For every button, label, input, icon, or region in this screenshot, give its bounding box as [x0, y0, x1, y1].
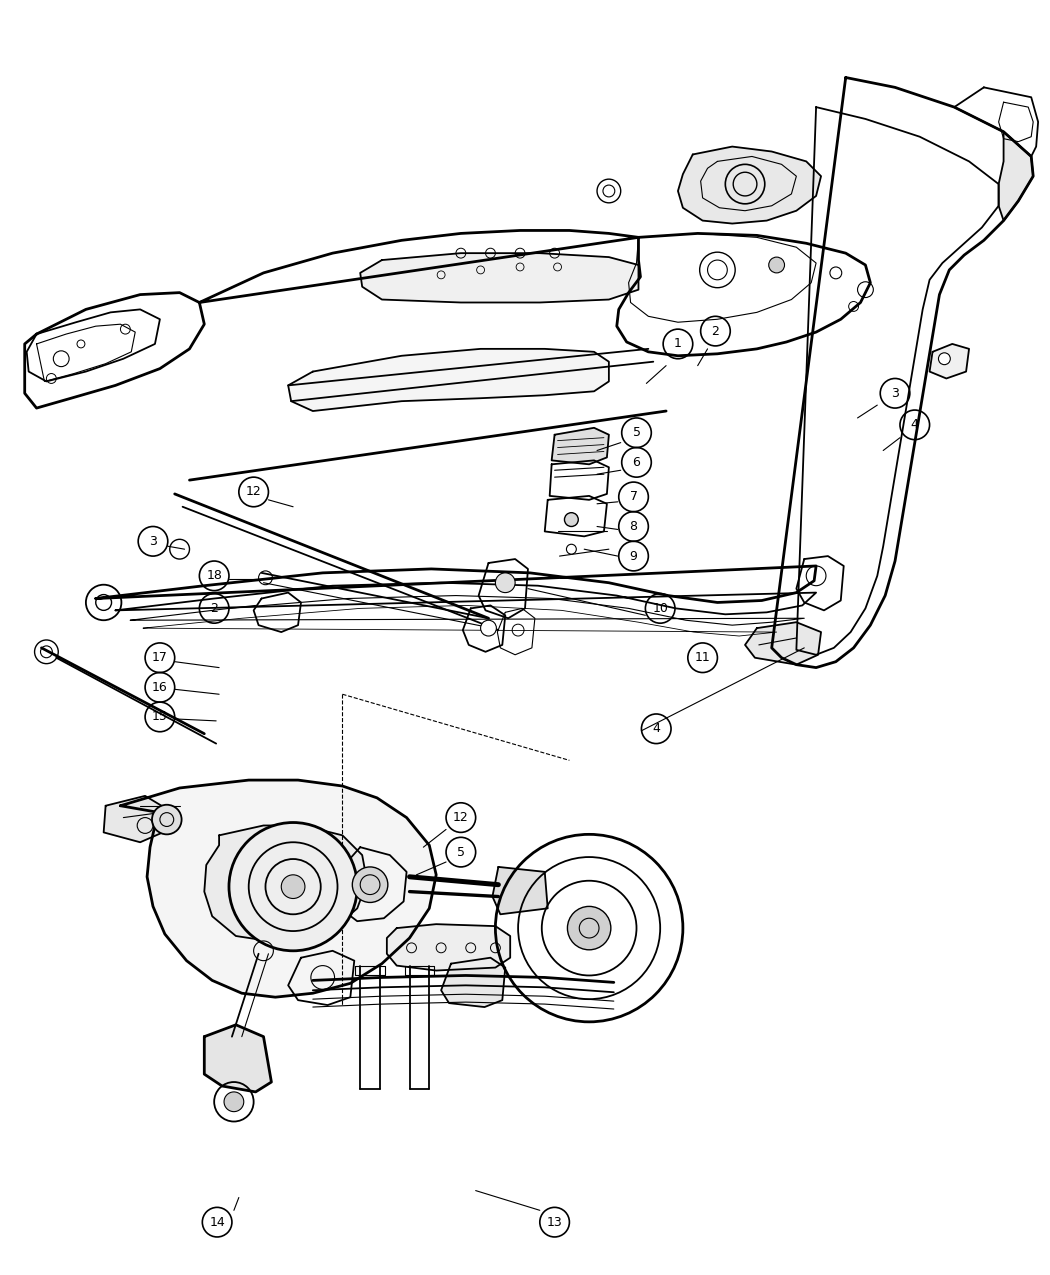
- Circle shape: [353, 867, 387, 903]
- Text: 7: 7: [630, 491, 637, 504]
- Circle shape: [567, 907, 611, 950]
- Text: 14: 14: [209, 1215, 225, 1229]
- Text: 13: 13: [547, 1215, 563, 1229]
- Polygon shape: [104, 796, 165, 843]
- Polygon shape: [551, 428, 609, 464]
- Circle shape: [496, 572, 516, 593]
- Text: 11: 11: [695, 652, 711, 664]
- Text: 9: 9: [630, 550, 637, 562]
- Polygon shape: [492, 867, 548, 914]
- Polygon shape: [205, 1025, 271, 1091]
- Text: 4: 4: [910, 418, 919, 431]
- Text: 16: 16: [152, 681, 168, 694]
- Text: 2: 2: [712, 325, 719, 338]
- Circle shape: [939, 353, 950, 365]
- Text: 10: 10: [652, 602, 668, 615]
- Circle shape: [566, 544, 576, 555]
- Text: 15: 15: [152, 710, 168, 723]
- Text: 2: 2: [210, 602, 218, 615]
- Polygon shape: [929, 344, 969, 379]
- Text: 12: 12: [246, 486, 261, 499]
- Text: 5: 5: [457, 845, 465, 858]
- Polygon shape: [746, 622, 821, 664]
- Polygon shape: [441, 958, 505, 1007]
- Text: 3: 3: [891, 386, 899, 400]
- Text: 17: 17: [152, 652, 168, 664]
- Circle shape: [481, 620, 497, 636]
- Text: 1: 1: [674, 338, 681, 351]
- Text: 3: 3: [149, 534, 156, 548]
- Circle shape: [565, 513, 579, 527]
- Circle shape: [224, 1091, 244, 1112]
- Text: 5: 5: [632, 426, 640, 440]
- Circle shape: [281, 875, 304, 899]
- Text: 12: 12: [453, 811, 468, 824]
- Polygon shape: [386, 924, 510, 970]
- Circle shape: [769, 258, 784, 273]
- Polygon shape: [678, 147, 821, 223]
- Text: 4: 4: [652, 722, 660, 736]
- Circle shape: [152, 805, 182, 834]
- Polygon shape: [205, 825, 368, 941]
- Circle shape: [229, 822, 357, 951]
- Polygon shape: [121, 780, 436, 997]
- Text: 8: 8: [630, 520, 637, 533]
- Text: 18: 18: [206, 570, 223, 583]
- Circle shape: [170, 539, 189, 558]
- Polygon shape: [360, 254, 638, 302]
- Polygon shape: [999, 131, 1033, 221]
- Text: 6: 6: [632, 456, 640, 469]
- Polygon shape: [288, 349, 609, 411]
